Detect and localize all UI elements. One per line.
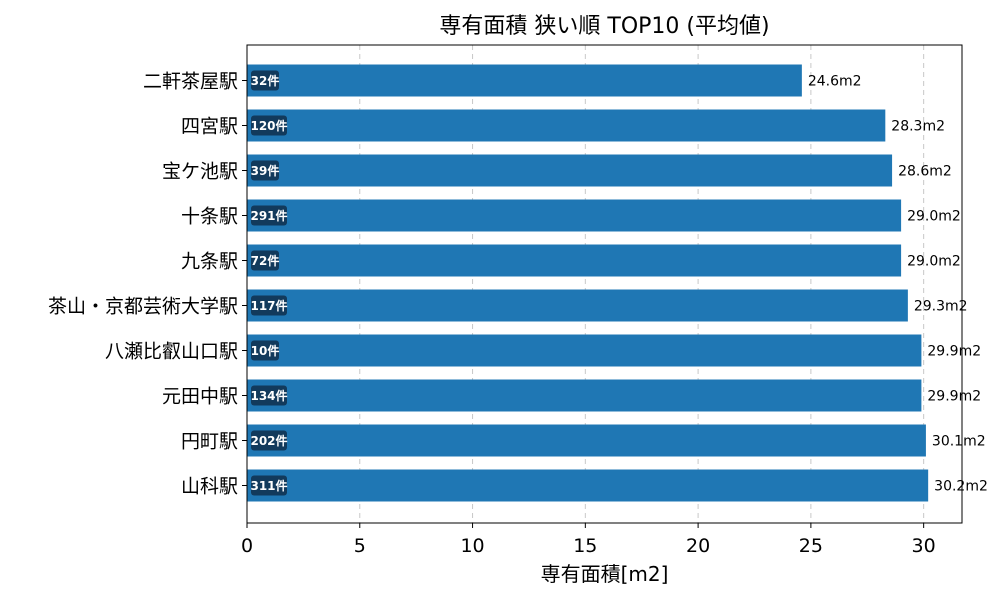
value-label: 28.3m2 — [891, 119, 945, 135]
value-label: 29.9m2 — [927, 389, 981, 405]
count-badge — [251, 115, 287, 136]
count-label: 117件 — [250, 298, 287, 313]
count-badge — [251, 70, 279, 91]
plot-frame — [246, 44, 963, 524]
count-label: 10件 — [251, 343, 280, 358]
count-label: 120件 — [250, 118, 287, 133]
bar — [247, 424, 926, 457]
bar — [247, 289, 908, 322]
category-label: 山科駅 — [181, 476, 238, 498]
category-label: 円町駅 — [181, 431, 238, 453]
count-label: 202件 — [250, 433, 287, 448]
value-label: 29.9m2 — [927, 344, 981, 360]
count-badge — [251, 430, 287, 451]
count-label: 311件 — [250, 478, 287, 493]
count-label: 39件 — [251, 163, 280, 178]
x-axis-ticks: 0 5 10 15 20 25 30 — [241, 80, 936, 557]
value-label: 28.6m2 — [898, 164, 952, 180]
bars — [247, 64, 929, 502]
count-badge — [251, 160, 279, 181]
x-tick-label: 5 — [354, 535, 366, 557]
category-label: 十条駅 — [181, 206, 238, 228]
x-tick-label: 15 — [573, 535, 597, 557]
category-label: 元田中駅 — [162, 386, 238, 408]
value-label: 29.3m2 — [914, 299, 968, 315]
x-tick-label: 20 — [686, 535, 710, 557]
value-label: 30.2m2 — [934, 479, 988, 495]
count-label: 72件 — [251, 253, 280, 268]
bar — [247, 109, 886, 142]
bar — [247, 469, 929, 502]
count-badge — [251, 340, 279, 361]
count-label: 134件 — [250, 388, 287, 403]
count-badge — [251, 475, 287, 496]
category-label: 茶山・京都芸術大学駅 — [48, 296, 238, 318]
bar — [247, 154, 893, 187]
value-label: 29.0m2 — [907, 209, 961, 225]
value-label: 30.1m2 — [932, 434, 986, 450]
bar — [247, 379, 922, 412]
bar — [247, 244, 902, 277]
category-label: 宝ケ池駅 — [162, 161, 238, 183]
category-label: 九条駅 — [181, 251, 238, 273]
count-badge — [251, 250, 279, 271]
x-axis-label: 専有面積[m2] — [541, 562, 669, 586]
count-badge — [251, 295, 287, 316]
bar — [247, 199, 902, 232]
category-label: 二軒茶屋駅 — [143, 71, 238, 93]
x-tick-label: 10 — [460, 535, 484, 557]
value-label: 24.6m2 — [808, 74, 862, 90]
count-badge — [251, 385, 287, 406]
count-label: 32件 — [251, 73, 280, 88]
value-label: 29.0m2 — [907, 254, 961, 270]
x-tick-label: 0 — [241, 535, 253, 557]
x-tick-label: 25 — [799, 535, 823, 557]
category-label: 四宮駅 — [181, 116, 238, 138]
x-tick-label: 30 — [912, 535, 936, 557]
count-badge — [251, 205, 287, 226]
bar — [247, 334, 922, 367]
bar — [247, 64, 802, 97]
chart-title: 専有面積 狭い順 TOP10 (平均値) — [439, 14, 769, 39]
category-label: 八瀬比叡山口駅 — [105, 341, 238, 363]
count-label: 291件 — [250, 208, 287, 223]
